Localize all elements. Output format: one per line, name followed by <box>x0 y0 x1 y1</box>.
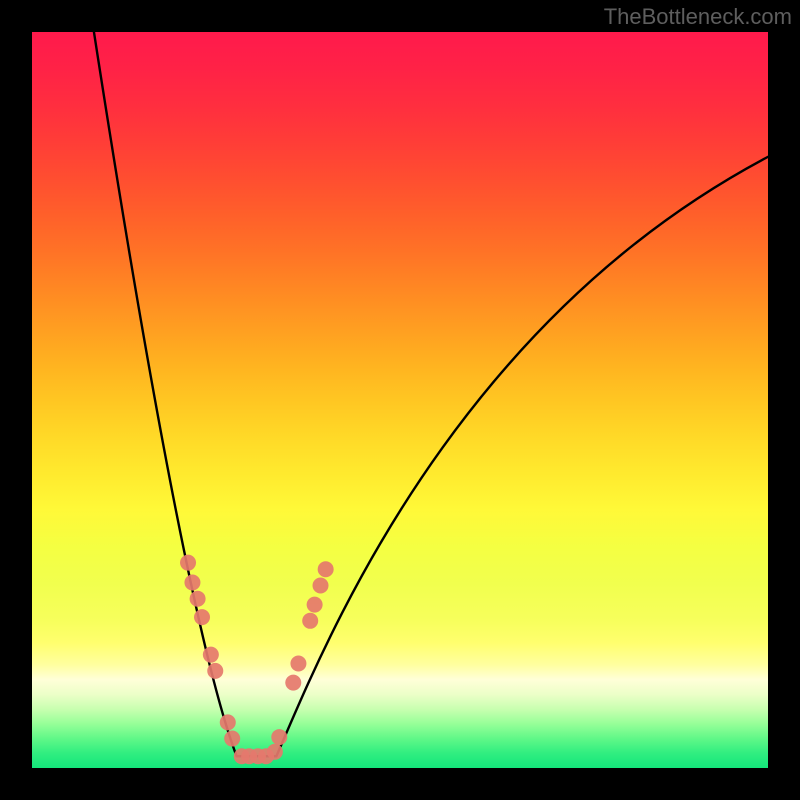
data-marker <box>290 655 306 671</box>
data-marker <box>285 675 301 691</box>
plot-area <box>32 32 768 768</box>
chart-frame: TheBottleneck.com <box>0 0 800 800</box>
data-marker <box>207 663 223 679</box>
data-marker <box>271 729 287 745</box>
data-marker <box>203 647 219 663</box>
curve-layer <box>32 32 768 768</box>
data-marker <box>224 731 240 747</box>
data-marker <box>302 613 318 629</box>
data-marker <box>194 609 210 625</box>
data-marker <box>318 561 334 577</box>
data-marker <box>313 577 329 593</box>
data-marker <box>190 591 206 607</box>
data-marker <box>184 575 200 591</box>
data-marker <box>267 744 283 760</box>
data-marker <box>220 714 236 730</box>
data-marker <box>180 555 196 571</box>
data-marker <box>307 597 323 613</box>
watermark-text: TheBottleneck.com <box>604 4 792 30</box>
bottleneck-curve <box>89 3 800 757</box>
